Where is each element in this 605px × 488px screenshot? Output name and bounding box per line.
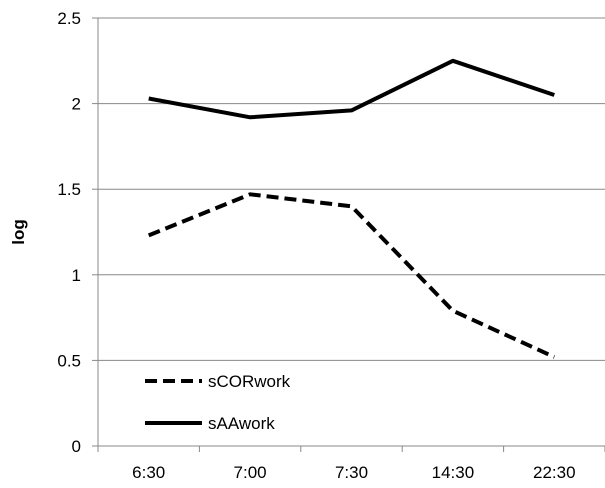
x-tick-label: 14:30 bbox=[432, 463, 475, 482]
y-tick-label: 2.5 bbox=[57, 9, 81, 28]
gridlines bbox=[98, 17, 605, 361]
y-tick-label: 1.5 bbox=[57, 180, 81, 199]
legend-label-sCORwork: sCORwork bbox=[208, 372, 291, 391]
x-tick-labels: 6:30 7:00 7:30 14:30 22:30 bbox=[132, 463, 575, 482]
y-tick-label: 2 bbox=[72, 95, 81, 114]
legend: sCORwork sAAwork bbox=[145, 372, 291, 433]
x-tick-label: 7:30 bbox=[335, 463, 368, 482]
y-tick-label: 1 bbox=[72, 266, 81, 285]
series-line-sCORwork bbox=[147, 192, 556, 359]
y-tick-label: 0 bbox=[72, 437, 81, 456]
axes bbox=[92, 17, 605, 452]
series-line-sAAwork bbox=[148, 58, 555, 120]
y-tick-label: 0.5 bbox=[57, 351, 81, 370]
y-axis-title: log bbox=[9, 219, 28, 245]
legend-label-sAAwork: sAAwork bbox=[208, 414, 275, 433]
x-tick-label: 22:30 bbox=[533, 463, 576, 482]
y-tick-labels: 0 0.5 1 1.5 2 2.5 bbox=[57, 9, 81, 456]
x-tick-label: 7:00 bbox=[234, 463, 267, 482]
x-tick-label: 6:30 bbox=[132, 463, 165, 482]
series-lines bbox=[147, 58, 556, 359]
